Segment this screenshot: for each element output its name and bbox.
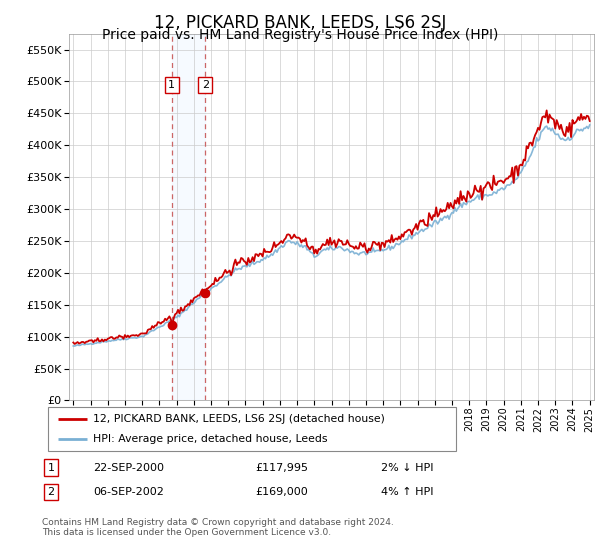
Text: HPI: Average price, detached house, Leeds: HPI: Average price, detached house, Leed… — [93, 434, 328, 444]
Text: 2% ↓ HPI: 2% ↓ HPI — [381, 463, 433, 473]
Text: Contains HM Land Registry data © Crown copyright and database right 2024.
This d: Contains HM Land Registry data © Crown c… — [42, 518, 394, 538]
Text: £169,000: £169,000 — [255, 487, 308, 497]
Bar — [172, 34, 205, 400]
FancyBboxPatch shape — [48, 407, 456, 451]
Text: 2: 2 — [202, 80, 209, 90]
Text: 4% ↑ HPI: 4% ↑ HPI — [381, 487, 433, 497]
Text: 22-SEP-2000: 22-SEP-2000 — [93, 463, 164, 473]
Text: 12, PICKARD BANK, LEEDS, LS6 2SJ: 12, PICKARD BANK, LEEDS, LS6 2SJ — [154, 14, 446, 32]
Text: Price paid vs. HM Land Registry's House Price Index (HPI): Price paid vs. HM Land Registry's House … — [102, 28, 498, 42]
Text: 12, PICKARD BANK, LEEDS, LS6 2SJ (detached house): 12, PICKARD BANK, LEEDS, LS6 2SJ (detach… — [93, 414, 385, 424]
Text: £117,995: £117,995 — [255, 463, 308, 473]
Text: 2: 2 — [47, 487, 55, 497]
Text: 06-SEP-2002: 06-SEP-2002 — [93, 487, 164, 497]
Text: 1: 1 — [168, 80, 175, 90]
Text: 1: 1 — [47, 463, 55, 473]
